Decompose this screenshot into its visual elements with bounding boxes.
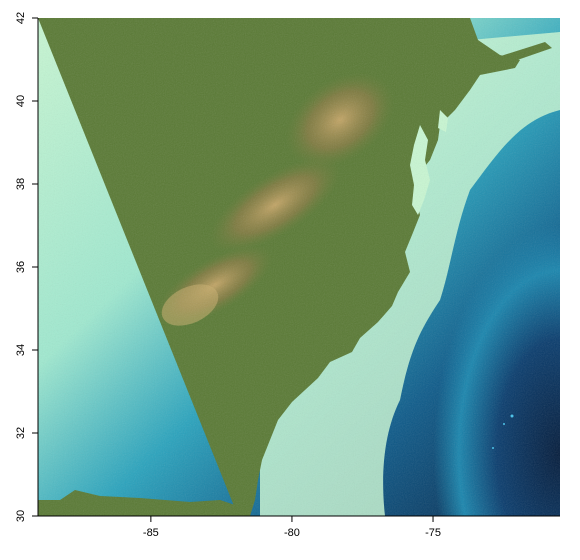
raster-texture [38, 18, 560, 516]
y-tick-label: 32 [15, 427, 27, 439]
y-tick-label: 30 [15, 510, 27, 522]
y-axis-ticks: 30 32 34 36 38 40 42 [15, 12, 38, 522]
y-tick-label: 38 [15, 178, 27, 190]
y-tick-label: 34 [15, 344, 27, 356]
y-tick-label: 42 [15, 12, 27, 24]
y-tick-label: 40 [15, 95, 27, 107]
seamount-marker [510, 414, 514, 418]
y-tick-label: 36 [15, 261, 27, 273]
x-tick-label: -75 [425, 527, 441, 539]
seamount-marker [492, 447, 494, 449]
map-raster [38, 18, 560, 516]
seamount-marker [503, 423, 505, 425]
x-tick-label: -85 [143, 527, 159, 539]
x-axis-ticks: -85 -80 -75 [143, 516, 441, 539]
x-tick-label: -80 [284, 527, 300, 539]
